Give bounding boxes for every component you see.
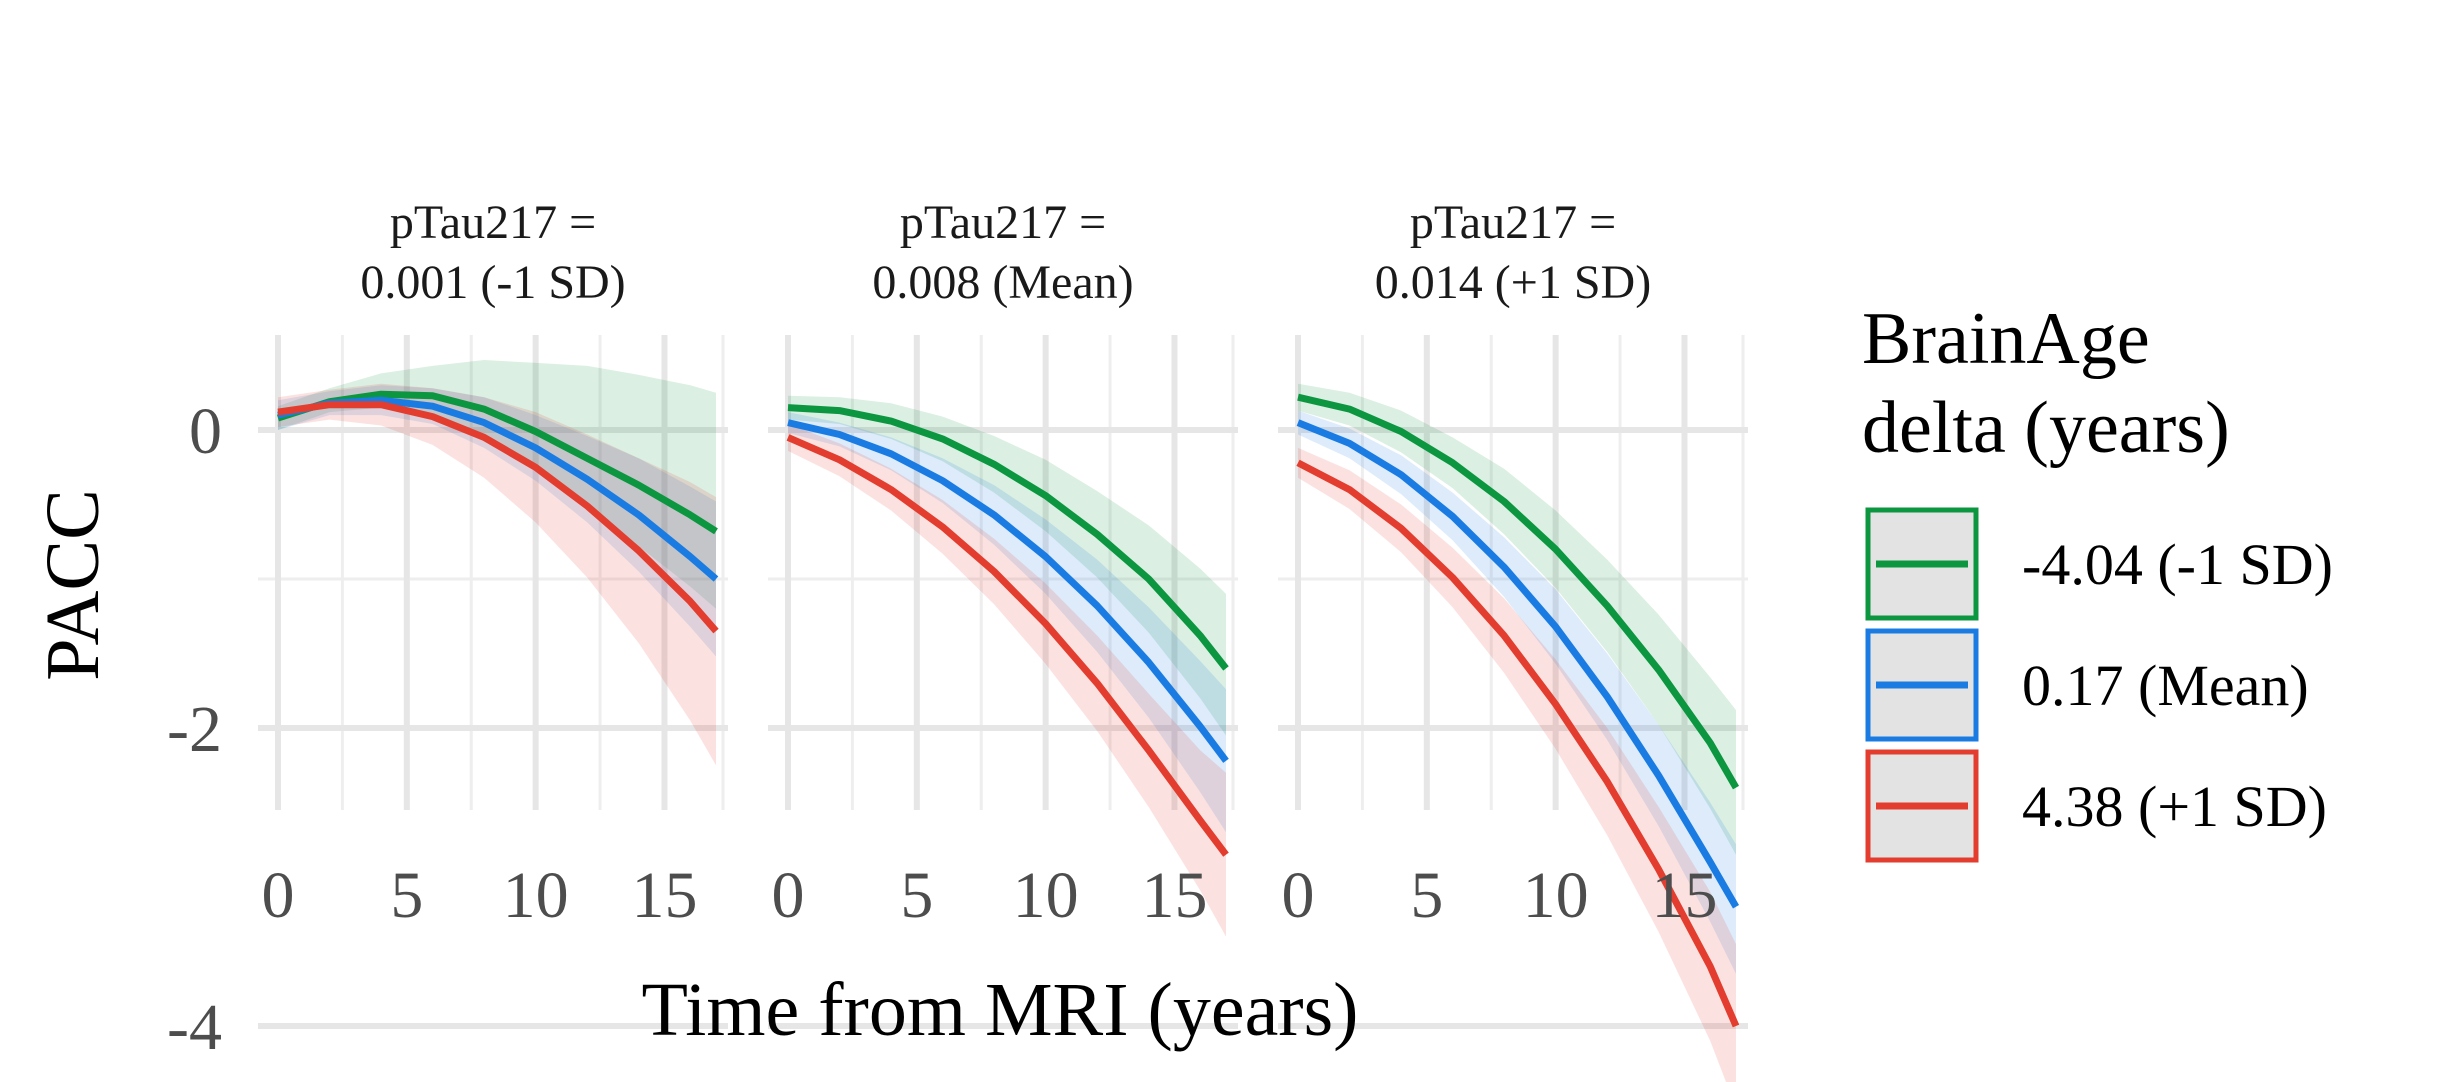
facet-title-line-1: pTau217 = [390,196,596,249]
x-tick-label: 5 [900,859,933,932]
x-tick-label: 0 [772,859,805,932]
series-line-3 [277,401,719,634]
y-tick-label: 0 [189,395,222,468]
series-line-2 [787,419,1229,763]
x-tick-label: 0 [262,859,295,932]
confidence-band-2 [278,385,716,657]
series-line-1 [276,390,718,535]
facet-title-line-2: 0.001 (-1 SD) [360,256,625,309]
legend-label-3: 4.38 (+1 SD) [2022,774,2327,839]
x-tick-label: 10 [503,859,569,932]
series-line-1 [1297,393,1740,790]
confidence-band-1 [1298,383,1736,855]
facet-title-line-1: pTau217 = [900,196,1106,249]
legend-keys: -4.04 (-1 SD) 0.17 (Mean) 4.38 (+1 SD) [1865,507,2333,863]
series-line-3 [1296,459,1740,1028]
y-axis-title: PACC [31,489,115,681]
confidence-band-2 [788,412,1226,833]
y-tick-label: -2 [167,693,222,766]
facet-title-line-1: pTau217 = [1410,196,1616,249]
confidence-band-3 [278,383,716,766]
legend-title-line-2: delta (years) [1862,387,2230,469]
confidence-band-1 [278,360,716,609]
facet-panel-2: pTau217 = 0.008 (Mean) 0 5 10 15 [768,196,1238,1029]
x-tick-label: 15 [1141,859,1207,932]
x-tick-label: 15 [1651,859,1717,932]
facet-panel-3: pTau217 = 0.014 (+1 SD) 0 5 10 15 [1278,196,1748,1082]
facet-panel-1: pTau217 = 0.001 (-1 SD) 0 5 10 15 [258,196,728,1029]
series-line-2 [1296,419,1740,909]
series-line-3 [786,434,1229,857]
facet-title-line-2: 0.008 (Mean) [872,256,1133,309]
facet-panels: pTau217 = 0.001 (-1 SD) 0 5 10 15 pTau217 = 0.0… [167,196,1748,1082]
x-tick-label: 15 [631,859,697,932]
x-tick-label: 10 [1013,859,1079,932]
y-axis-ticks: 0 -2 -4 [167,395,222,1064]
legend-label-1: -4.04 (-1 SD) [2022,532,2333,597]
legend-title-line-1: BrainAge [1862,298,2150,380]
y-tick-label: -4 [167,991,222,1064]
facet-title-line-2: 0.014 (+1 SD) [1375,256,1651,309]
x-tick-label: 10 [1523,859,1589,932]
x-tick-label: 5 [390,859,423,932]
series-line-1 [787,404,1229,671]
legend-label-2: 0.17 (Mean) [2022,653,2309,718]
x-axis-title: Time from MRI (years) [642,968,1359,1052]
legend: BrainAge delta (years) -4.04 (-1 SD) 0.17… [1862,298,2333,863]
x-tick-label: 5 [1410,859,1443,932]
x-tick-label: 0 [1282,859,1315,932]
